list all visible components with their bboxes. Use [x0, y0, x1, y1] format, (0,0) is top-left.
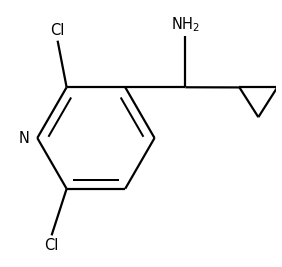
Text: Cl: Cl	[44, 238, 59, 253]
Text: N: N	[19, 131, 30, 146]
Text: Cl: Cl	[50, 23, 65, 38]
Text: NH$_2$: NH$_2$	[171, 15, 200, 34]
